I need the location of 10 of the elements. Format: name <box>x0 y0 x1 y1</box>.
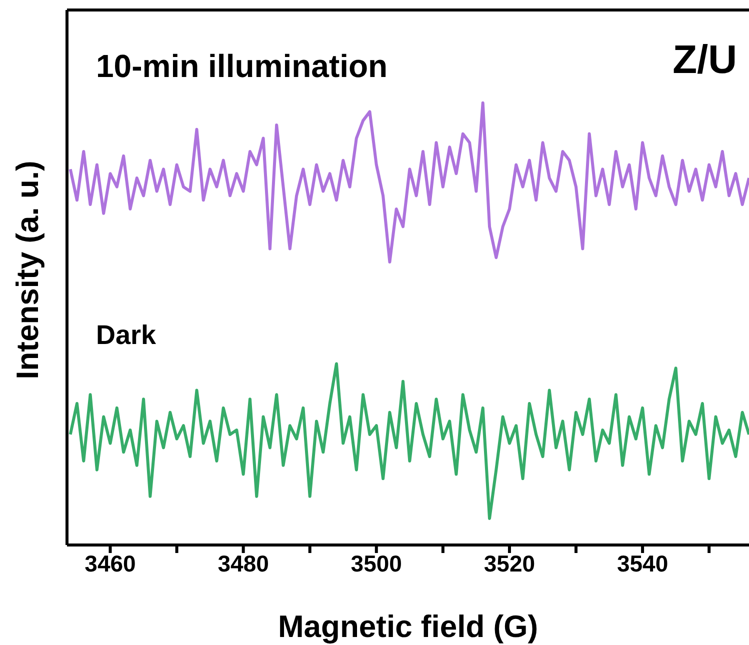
x-tick-label: 3460 <box>84 550 136 576</box>
chart-title: Z/U <box>672 38 737 83</box>
x-tick-label: 3540 <box>616 550 668 576</box>
x-tick-label: 3500 <box>350 550 402 576</box>
series-label: Dark <box>96 320 156 351</box>
x-tick-label: 3520 <box>484 550 536 576</box>
x-axis-title: Magnetic field (G) <box>278 609 538 644</box>
x-tick-label: 3480 <box>218 550 269 576</box>
series-label: 10-min illumination <box>96 48 388 85</box>
y-axis-title: Intensity (a. u.) <box>10 160 46 380</box>
